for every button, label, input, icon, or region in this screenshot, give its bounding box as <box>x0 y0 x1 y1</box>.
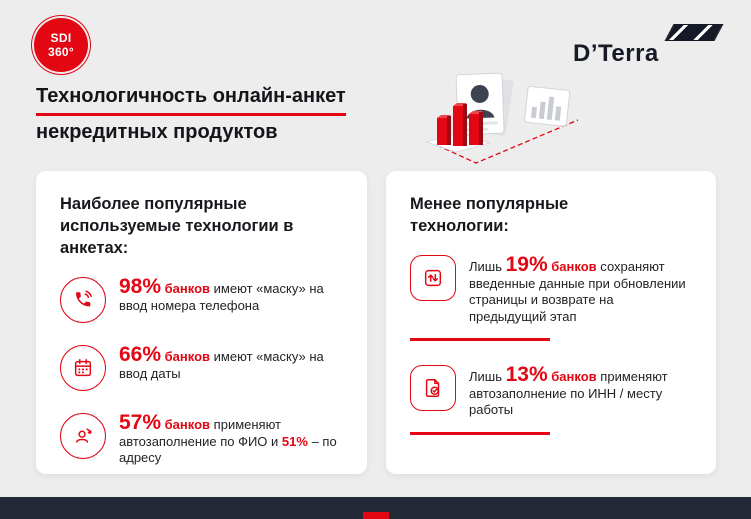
dterra-logo: D’Terra <box>565 22 725 68</box>
stat-percent-label: банков <box>164 417 211 432</box>
stat-description: имеют «маску» на ввод номера телефона <box>119 281 324 313</box>
stat-block-restore: Лишь 19% банков сохраняют введенные данн… <box>410 253 692 341</box>
right-card-heading: Менее популярные технологии: <box>410 195 569 235</box>
footer-bar <box>0 497 751 519</box>
documents-chart-illustration <box>424 72 586 174</box>
stat-extra-percent: 51% <box>281 433 308 449</box>
stat-prefix: Лишь <box>469 259 502 274</box>
title-line1: Технологичность онлайн-анкет <box>36 84 346 116</box>
stat-description: применяют автозаполнение по ФИО и <box>119 417 282 449</box>
stat-item-inn-autofill: Лишь 13% банков применяют автозаполнение… <box>410 363 692 419</box>
stat-text: 66% банков имеют «маску» на ввод даты <box>119 343 343 382</box>
stat-extra-description: – по адресу <box>119 433 337 466</box>
stat-percent: 13% <box>505 363 548 386</box>
popular-technologies-card: Наиболее популярные используемые техноло… <box>36 171 367 474</box>
stat-description: применяют автозаполнение по ИНН / месту … <box>469 369 668 417</box>
stat-text: 98% банков имеют «маску» на ввод номера … <box>119 275 343 314</box>
footer-accent-tab <box>362 512 389 519</box>
illustration-svg <box>424 72 579 164</box>
page-restore-icon <box>410 255 456 301</box>
stat-description: сохраняют введенные данные при обновлени… <box>469 259 686 324</box>
stat-percent-label: банков <box>164 281 211 296</box>
red-divider <box>410 338 550 341</box>
stat-item-phone-mask: 98% банков имеют «маску» на ввод номера … <box>60 275 343 323</box>
stat-text: Лишь 19% банков сохраняют введенные данн… <box>469 253 692 325</box>
stat-prefix: Лишь <box>469 369 502 384</box>
stat-text: 57% банков применяют автозаполнение по Ф… <box>119 411 343 467</box>
sdi360-badge: SDI 360° <box>34 18 88 72</box>
calendar-icon <box>60 345 106 391</box>
stat-percent: 98% <box>119 275 162 298</box>
stat-percent: 57% <box>119 411 162 434</box>
title-line2: некредитных продуктов <box>36 121 278 143</box>
page-title: Технологичность онлайн-анкет некредитных… <box>36 84 466 144</box>
left-card-items: 98% банков имеют «маску» на ввод номера … <box>60 275 343 467</box>
stat-block-inn-autofill: Лишь 13% банков применяют автозаполнение… <box>410 363 692 435</box>
stat-percent: 19% <box>505 253 548 276</box>
stat-description: имеют «маску» на ввод даты <box>119 349 324 381</box>
badge-line2: 360° <box>47 45 75 59</box>
stat-percent-label: банков <box>164 349 211 364</box>
document-check-icon <box>410 365 456 411</box>
stat-item-autofill: 57% банков применяют автозаполнение по Ф… <box>60 411 343 467</box>
badge-line1: SDI <box>50 31 72 45</box>
stat-item-date-mask: 66% банков имеют «маску» на ввод даты <box>60 343 343 391</box>
phone-icon <box>60 277 106 323</box>
stat-percent-label: банков <box>551 259 597 274</box>
flag-icon <box>664 24 724 41</box>
red-divider <box>410 431 550 435</box>
stat-text: Лишь 13% банков применяют автозаполнение… <box>469 363 692 419</box>
less-popular-technologies-card: Менее популярные технологии: Лишь 19% ба… <box>386 171 716 474</box>
stat-item-restore: Лишь 19% банков сохраняют введенные данн… <box>410 253 692 325</box>
stat-percent: 66% <box>119 343 162 366</box>
person-autofill-icon <box>60 413 106 459</box>
logo-wordmark: D’Terra <box>573 40 659 67</box>
left-card-heading: Наиболее популярные используемые техноло… <box>60 195 294 257</box>
stat-percent-label: банков <box>551 369 597 384</box>
